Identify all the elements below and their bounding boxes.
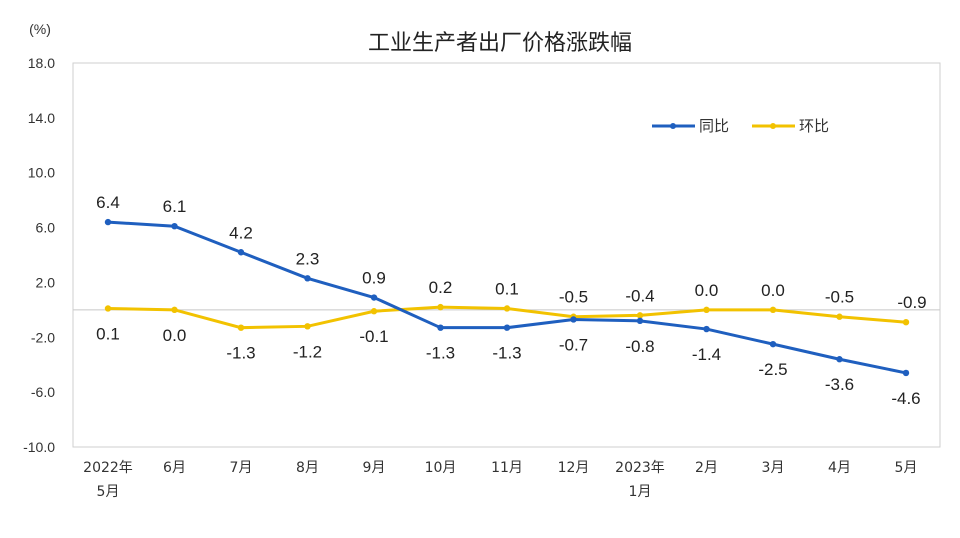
data-point bbox=[370, 308, 378, 315]
data-label: -1.3 bbox=[226, 344, 255, 363]
data-label: -0.7 bbox=[559, 335, 588, 354]
y-tick-label: 6.0 bbox=[36, 220, 56, 236]
y-tick-label: -10.0 bbox=[23, 439, 55, 455]
data-point bbox=[703, 306, 710, 314]
data-label: -0.4 bbox=[625, 286, 654, 305]
x-tick-label: 7月 bbox=[230, 460, 253, 476]
legend-label: 环比 bbox=[799, 117, 829, 135]
data-point bbox=[171, 223, 178, 230]
data-label: -0.1 bbox=[359, 327, 388, 346]
data-point bbox=[104, 305, 112, 312]
y-tick-label: 18.0 bbox=[28, 55, 55, 71]
data-label: 0.0 bbox=[761, 281, 785, 300]
x-tick-label: 2022年 bbox=[83, 460, 133, 476]
x-tick-label: 5月 bbox=[97, 484, 120, 500]
x-tick-label: 10月 bbox=[425, 460, 457, 476]
data-label: 4.2 bbox=[229, 223, 253, 242]
data-label: -1.3 bbox=[492, 344, 521, 363]
x-tick-label: 3月 bbox=[762, 460, 785, 476]
data-point bbox=[703, 325, 710, 333]
data-point bbox=[902, 319, 910, 326]
legend-marker bbox=[670, 123, 676, 129]
data-point bbox=[171, 306, 178, 314]
data-label: -1.2 bbox=[293, 342, 322, 361]
y-tick-label: 10.0 bbox=[28, 165, 55, 181]
x-tick-label: 12月 bbox=[558, 460, 590, 476]
data-point bbox=[836, 356, 843, 363]
data-label: 0.1 bbox=[495, 279, 519, 298]
data-point bbox=[570, 316, 577, 323]
data-label: 0.9 bbox=[362, 269, 386, 288]
data-point bbox=[304, 323, 311, 330]
data-label: 0.2 bbox=[429, 278, 453, 297]
legend-label: 同比 bbox=[699, 117, 729, 135]
chart-title: 工业生产者出厂价格涨跌幅 bbox=[368, 31, 632, 56]
data-point bbox=[437, 303, 444, 311]
data-label: 0.0 bbox=[163, 326, 187, 345]
data-point bbox=[237, 324, 245, 331]
data-point bbox=[836, 313, 843, 320]
data-point bbox=[769, 306, 777, 314]
x-tick-label: 4月 bbox=[828, 460, 851, 476]
y-tick-label: -2.0 bbox=[31, 329, 55, 345]
data-point bbox=[104, 218, 112, 226]
data-point bbox=[370, 294, 378, 301]
data-point bbox=[503, 324, 511, 331]
data-label: -0.5 bbox=[559, 288, 588, 307]
data-point bbox=[636, 317, 644, 325]
data-label: -3.6 bbox=[825, 375, 854, 394]
data-label: 6.1 bbox=[163, 197, 187, 216]
data-point bbox=[437, 324, 444, 331]
x-tick-label: 2月 bbox=[695, 460, 718, 476]
plot-frame bbox=[72, 62, 941, 448]
x-tick-label: 2023年 bbox=[615, 460, 665, 476]
data-label: -0.8 bbox=[625, 337, 654, 356]
data-label: -0.9 bbox=[897, 293, 926, 312]
y-tick-label: 2.0 bbox=[36, 274, 56, 290]
x-tick-label: 8月 bbox=[296, 460, 319, 476]
x-tick-label: 5月 bbox=[895, 460, 918, 476]
data-point bbox=[769, 340, 777, 348]
data-label: 0.1 bbox=[96, 324, 120, 343]
data-label: -2.5 bbox=[758, 360, 787, 379]
data-label: -1.4 bbox=[692, 345, 721, 364]
data-point bbox=[902, 369, 910, 377]
legend-marker bbox=[770, 123, 776, 129]
data-point bbox=[304, 275, 311, 282]
data-label: 6.4 bbox=[96, 193, 120, 212]
data-label: -4.6 bbox=[891, 389, 920, 408]
x-tick-label: 1月 bbox=[629, 484, 652, 500]
y-tick-label: -6.0 bbox=[31, 384, 55, 400]
data-label: -0.5 bbox=[825, 288, 854, 307]
legend: 同比 环比 bbox=[652, 117, 829, 135]
y-tick-label: 14.0 bbox=[28, 110, 55, 126]
x-tick-label: 6月 bbox=[163, 460, 186, 476]
x-tick-label: 11月 bbox=[491, 460, 523, 476]
x-tick-label: 9月 bbox=[363, 460, 386, 476]
data-label: 2.3 bbox=[296, 249, 320, 268]
y-axis-label: (%) bbox=[29, 21, 51, 37]
data-label: 0.0 bbox=[695, 281, 719, 300]
data-point bbox=[237, 249, 245, 256]
data-point bbox=[636, 312, 644, 319]
data-point bbox=[503, 305, 511, 312]
data-label: -1.3 bbox=[426, 344, 455, 363]
